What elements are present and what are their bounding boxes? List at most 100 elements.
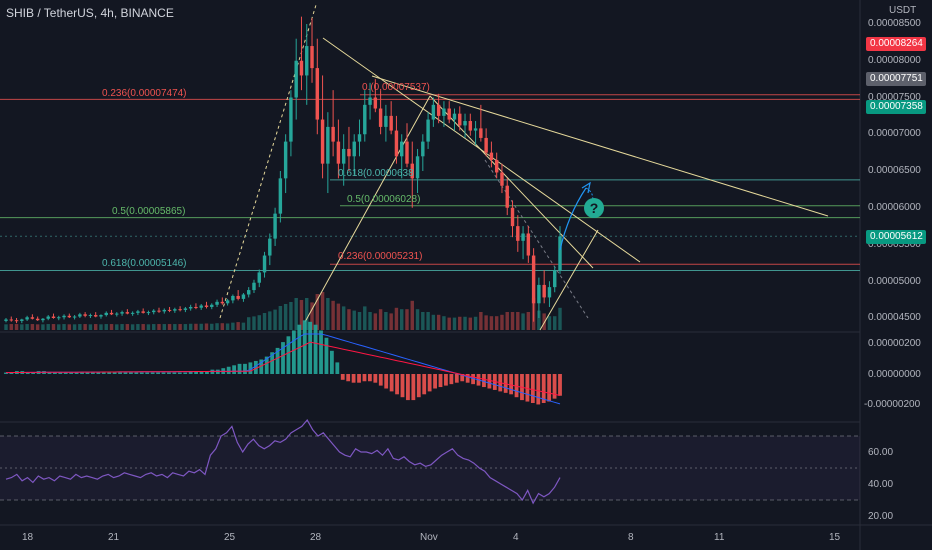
candle-body bbox=[268, 238, 272, 256]
candle-body bbox=[378, 108, 383, 127]
candle-body bbox=[531, 255, 536, 304]
volume-bar bbox=[93, 324, 98, 330]
volume-bar bbox=[357, 312, 362, 330]
volume-bar bbox=[415, 309, 420, 330]
macd-histogram-bar bbox=[558, 374, 562, 396]
macd-histogram-bar bbox=[536, 374, 541, 405]
price-tag-level[interactable]: 0.00007358 bbox=[866, 100, 926, 114]
candle-body bbox=[347, 148, 351, 157]
candle-body bbox=[299, 60, 304, 76]
macd-histogram-bar bbox=[427, 374, 432, 392]
y-tick-rsi: 20.00 bbox=[868, 511, 894, 522]
candle-body bbox=[489, 152, 494, 160]
candle-body bbox=[241, 294, 246, 299]
volume-bar bbox=[510, 312, 515, 330]
x-tick: 21 bbox=[108, 532, 120, 543]
macd-histogram-bar bbox=[248, 362, 253, 374]
candle-body bbox=[57, 317, 61, 319]
macd-histogram-bar bbox=[91, 372, 95, 374]
volume-bar bbox=[320, 292, 325, 330]
volume-bar bbox=[204, 323, 209, 330]
candle-body bbox=[162, 309, 167, 312]
volume-bar bbox=[146, 324, 151, 330]
volume-bar bbox=[46, 324, 50, 330]
volume-bar bbox=[347, 309, 351, 330]
chart-title[interactable]: SHIB / TetherUS, 4h, BINANCE bbox=[6, 6, 174, 20]
question-badge[interactable]: ? bbox=[584, 198, 604, 218]
candle-body bbox=[141, 311, 145, 313]
volume-bar bbox=[405, 309, 409, 330]
candle-body bbox=[479, 128, 483, 138]
candle-body bbox=[410, 163, 414, 179]
y-tick-macd: -0.00000200 bbox=[864, 399, 921, 410]
candle-body bbox=[320, 119, 325, 164]
y-tick-price: 0.00008500 bbox=[868, 18, 921, 29]
y-tick-price: 0.00005000 bbox=[868, 276, 921, 287]
y-tick-price: 0.00004500 bbox=[868, 312, 921, 323]
candle-body bbox=[484, 137, 488, 153]
macd-histogram-bar bbox=[454, 374, 459, 383]
projection-arrow-up bbox=[559, 187, 587, 251]
macd-histogram-bar bbox=[199, 371, 204, 374]
candle-body bbox=[463, 121, 467, 126]
x-tick: 25 bbox=[224, 532, 236, 543]
macd-histogram-bar bbox=[514, 374, 519, 398]
volume-bar bbox=[399, 309, 404, 330]
volume-bar bbox=[72, 324, 77, 330]
macd-histogram-bar bbox=[433, 374, 437, 389]
candle-body bbox=[167, 309, 172, 311]
macd-histogram-bar bbox=[411, 374, 416, 401]
volume-bar bbox=[283, 304, 288, 330]
candle-body bbox=[447, 108, 451, 120]
volume-bar bbox=[167, 324, 172, 330]
volume-bar bbox=[516, 312, 520, 330]
candle-body bbox=[363, 104, 367, 135]
volume-bar bbox=[252, 316, 256, 330]
macd-histogram-bar bbox=[525, 374, 530, 402]
macd-histogram-bar bbox=[482, 374, 486, 388]
candle-body bbox=[431, 104, 436, 120]
candle-body bbox=[188, 306, 193, 309]
volume-bar bbox=[463, 316, 467, 330]
macd-histogram-bar bbox=[530, 374, 535, 403]
volume-bar bbox=[426, 312, 430, 330]
volume-bar bbox=[194, 323, 198, 330]
macd-histogram-bar bbox=[139, 372, 144, 374]
volume-bar bbox=[215, 323, 219, 330]
macd-histogram-bar bbox=[552, 374, 557, 399]
macd-histogram-bar bbox=[302, 320, 307, 374]
volume-bar bbox=[51, 324, 56, 330]
volume-bar bbox=[326, 298, 330, 330]
volume-bar bbox=[78, 324, 82, 330]
volume-bar bbox=[421, 312, 425, 330]
volume-bar bbox=[183, 324, 188, 330]
candle-body bbox=[130, 312, 135, 314]
macd-histogram-bar bbox=[335, 362, 340, 374]
macd-histogram-bar bbox=[444, 374, 448, 386]
candle-body bbox=[273, 213, 277, 239]
volume-bar bbox=[109, 324, 114, 330]
volume-bar bbox=[294, 298, 298, 330]
x-tick: 28 bbox=[310, 532, 322, 543]
volume-bar bbox=[9, 324, 13, 330]
price-tag-high[interactable]: 0.00008264 bbox=[866, 37, 926, 51]
price-tag-current[interactable]: 0.00005612 bbox=[866, 230, 926, 244]
volume-bar bbox=[268, 311, 272, 330]
volume-bar bbox=[484, 315, 488, 330]
macd-histogram-bar bbox=[205, 371, 209, 374]
macd-histogram-bar bbox=[319, 330, 323, 374]
volume-bar bbox=[115, 324, 119, 330]
volume-bar bbox=[83, 324, 87, 330]
rsi-line bbox=[5, 418, 561, 505]
candle-body bbox=[553, 270, 557, 288]
volume-bar bbox=[547, 316, 552, 330]
candle-body bbox=[83, 314, 87, 316]
price-tag-level[interactable]: 0.00007751 bbox=[866, 72, 926, 86]
volume-bar bbox=[199, 323, 203, 330]
macd-histogram-bar bbox=[368, 374, 372, 382]
macd-histogram-bar bbox=[465, 374, 470, 383]
candle-body bbox=[283, 141, 288, 179]
volume-bar bbox=[410, 300, 414, 330]
macd-histogram-bar bbox=[438, 374, 443, 388]
y-tick-price: 0.00007000 bbox=[868, 128, 921, 139]
